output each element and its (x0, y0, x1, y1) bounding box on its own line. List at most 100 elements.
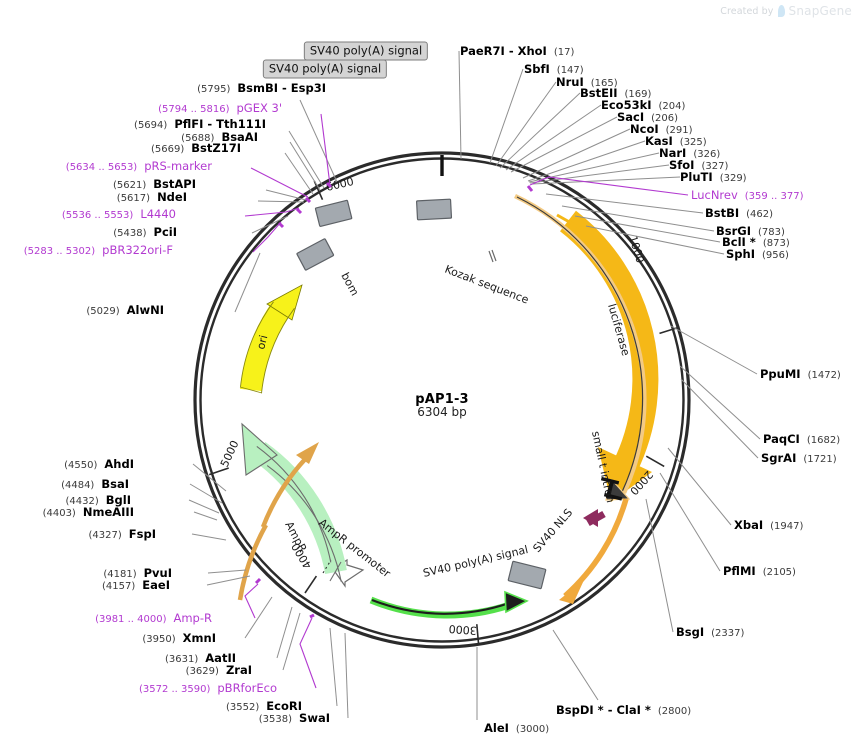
enzyme-position: (5669) (151, 144, 185, 155)
label-bsteii[interactable]: BstEII (169) (580, 84, 651, 100)
label-lucnrev[interactable]: LucNrev (359 .. 377) (691, 186, 803, 202)
enzyme-name: SwaI (299, 711, 330, 725)
enzyme-name: AleI (484, 721, 509, 735)
label-nrui[interactable]: NruI (165) (556, 73, 618, 89)
label-alwni[interactable]: (5029) AlwNI (86, 301, 164, 317)
enzyme-name: AlwNI (126, 303, 164, 317)
feature-green-arrow-bottom (369, 590, 529, 619)
label-paqci[interactable]: PaqCI (1682) (763, 430, 840, 446)
label-zrai[interactable]: (3629) ZraI (186, 661, 252, 677)
label-pvui[interactable]: (4181) PvuI (103, 564, 172, 580)
leader-lines-left-upper-purple (244, 113, 333, 253)
enzyme-position: (1682) (806, 435, 841, 446)
label-sfoi[interactable]: SfoI (327) (669, 156, 728, 172)
label-bsai[interactable]: (4484) BsaI (61, 475, 129, 491)
enzyme-position: (5688) (181, 133, 215, 144)
label-bgli[interactable]: (4432) BglI (66, 491, 131, 507)
enzyme-name: BsaI (101, 477, 129, 491)
label-bsgi[interactable]: BsgI (2337) (676, 623, 744, 639)
enzyme-position: (873) (762, 238, 790, 249)
enzyme-position: (326) (693, 149, 721, 160)
label-sbfi[interactable]: SbfI (147) (524, 60, 584, 76)
label-aatii[interactable]: (3631) AatII (165, 649, 236, 665)
enzyme-name: EaeI (142, 578, 170, 592)
callout-sv40-polya-2[interactable]: SV40 poly(A) signal (262, 59, 388, 79)
label-bsrgi[interactable]: BsrGI (783) (716, 222, 785, 238)
label-paer7i-xhoi[interactable]: PaeR7I - XhoI (17) (460, 42, 574, 58)
label-pflmi[interactable]: PflMI (2105) (723, 562, 796, 578)
plasmid-title: pAP1-3 (415, 392, 469, 407)
label-bcli[interactable]: BclI * (873) (722, 233, 790, 249)
enzyme-position: (3981 .. 4000) (95, 614, 167, 625)
label-kasi[interactable]: KasI (325) (645, 132, 707, 148)
label-amp-r[interactable]: (3981 .. 4000) Amp-R (95, 609, 212, 625)
label-ndei[interactable]: (5617) NdeI (117, 188, 187, 204)
label-bspdi-clai[interactable]: BspDI * - ClaI * (2800) (556, 701, 691, 717)
enzyme-name: SacI (617, 110, 645, 124)
enzyme-position: (4157) (102, 581, 136, 592)
feature-ampr (241, 422, 347, 582)
enzyme-position: (4403) (42, 508, 76, 519)
feature-orange-arrow-left (237, 442, 319, 601)
snapgene-leaf-icon (777, 5, 785, 17)
enzyme-name: PflFI - Tth111I (174, 117, 266, 131)
label-pgex-3[interactable]: (5794 .. 5816) pGEX 3' (158, 99, 282, 115)
label-swai[interactable]: (3538) SwaI (259, 709, 330, 725)
label-bstapi[interactable]: (5621) BstAPI (113, 175, 196, 191)
enzyme-name: SphI (726, 247, 755, 261)
enzyme-name: Amp-R (173, 611, 212, 625)
label-eco53ki[interactable]: Eco53kI (204) (601, 96, 685, 112)
enzyme-name: pBRforEco (217, 681, 277, 695)
label-ncoi[interactable]: NcoI (291) (630, 120, 693, 136)
label-bsmbi-esp3i[interactable]: (5795) BsmBI - Esp3I (197, 79, 326, 95)
enzyme-name: NruI (556, 75, 584, 89)
enzyme-position: (5621) (113, 180, 147, 191)
callout-sv40-polya-1[interactable]: SV40 poly(A) signal (303, 41, 429, 61)
leader-lines-right (645, 325, 761, 633)
label-eaei[interactable]: (4157) EaeI (102, 576, 170, 592)
enzyme-position: (165) (590, 78, 618, 89)
enzyme-position: (5438) (113, 228, 147, 239)
enzyme-name: PflMI (723, 564, 756, 578)
label-ecori[interactable]: (3552) EcoRI (226, 697, 302, 713)
label-pcii[interactable]: (5438) PciI (113, 223, 177, 239)
label-nmeaiii[interactable]: (4403) NmeAIII (43, 503, 134, 519)
enzyme-name: NcoI (630, 122, 659, 136)
enzyme-position: (3950) (142, 634, 176, 645)
label-bstz17i[interactable]: (5669) BstZ17I (151, 139, 241, 155)
enzyme-name: NarI (659, 146, 687, 160)
label-pbr322ori-f[interactable]: (5283 .. 5302) pBR322ori-F (24, 241, 173, 257)
enzyme-name: BsgI (676, 625, 705, 639)
label-l4440[interactable]: (5536 .. 5553) L4440 (62, 205, 176, 221)
label-ahdi[interactable]: (4550) AhdI (64, 455, 134, 471)
enzyme-name: NmeAIII (82, 505, 134, 519)
label-sphi[interactable]: SphI (956) (726, 245, 789, 261)
enzyme-name: PpuMI (760, 367, 801, 381)
leader-lines-bottom (476, 629, 599, 720)
label-alei[interactable]: AleI (3000) (484, 719, 549, 735)
leader-lines-left-lower (188, 463, 349, 719)
enzyme-position: (462) (746, 209, 774, 220)
feature-small-t-intron-marker (600, 476, 623, 501)
enzyme-position: (5795) (197, 84, 231, 95)
label-ppumi[interactable]: PpuMI (1472) (760, 365, 841, 381)
label-bsaai[interactable]: (5688) BsaAI (181, 128, 258, 144)
tick-label-3000: 3000 (448, 622, 477, 637)
label-xbai[interactable]: XbaI (1947) (734, 516, 803, 532)
label-xmni[interactable]: (3950) XmnI (142, 629, 216, 645)
enzyme-position: (2337) (711, 628, 745, 639)
label-nari[interactable]: NarI (326) (659, 144, 720, 160)
label-pluti[interactable]: PluTI (329) (680, 168, 747, 184)
label-pflfi-tth111i[interactable]: (5694) PflFI - Tth111I (134, 115, 266, 131)
label-pbrforeco[interactable]: (3572 .. 3590) pBRforEco (139, 679, 277, 695)
tick-label-1000: 1000 (626, 234, 647, 265)
label-sgrai[interactable]: SgrAI (1721) (761, 449, 837, 465)
label-fspi[interactable]: (4327) FspI (89, 525, 156, 541)
enzyme-position: (2105) (762, 567, 796, 578)
enzyme-position: (4432) (65, 496, 99, 507)
enzyme-position: (359 .. 377) (744, 191, 804, 202)
label-bstbi[interactable]: BstBI (462) (705, 204, 773, 220)
enzyme-name: AhdI (104, 457, 134, 471)
label-prs-marker[interactable]: (5634 .. 5653) pRS-marker (66, 157, 212, 173)
label-saci[interactable]: SacI (206) (617, 108, 678, 124)
